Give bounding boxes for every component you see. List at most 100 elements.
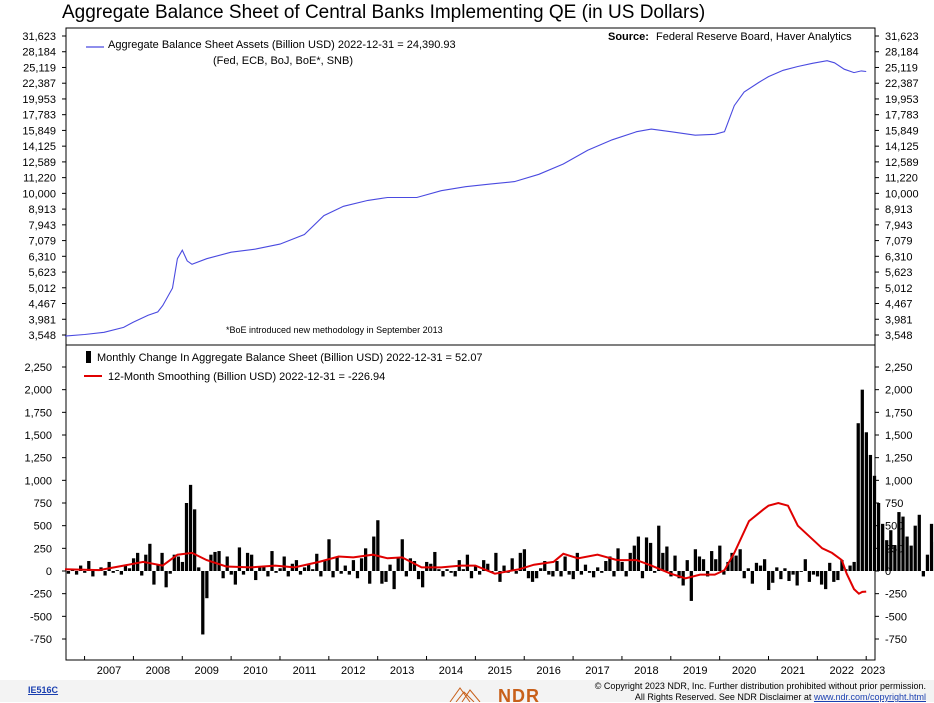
monthly-change-bar [580,571,583,575]
top-y-tick-left-label: 25,119 [23,62,56,74]
x-tick-label: 2019 [683,665,707,677]
monthly-change-bar [344,566,347,571]
monthly-change-bar [112,571,115,573]
monthly-change-bar [804,559,807,571]
bottom-y-tick-right-label: 2,000 [885,385,913,397]
monthly-change-bar [368,571,371,584]
top-y-tick-left-label: 6,310 [28,251,56,263]
top-y-tick-right-label: 10,000 [885,188,919,200]
monthly-change-bar [511,558,514,571]
monthly-change-bar [739,549,742,571]
monthly-change-bar [535,571,538,578]
monthly-change-bar [120,571,123,575]
top-y-tick-left-label: 22,387 [22,78,56,90]
monthly-change-bar [686,560,689,571]
monthly-change-bar [303,567,306,571]
top-y-tick-left-label: 8,913 [28,204,56,216]
monthly-change-bar [197,567,200,571]
monthly-change-bar [714,559,717,571]
top-y-tick-right-label: 4,467 [885,299,913,311]
monthly-change-bar [242,571,245,575]
top-y-tick-right-label: 14,125 [885,141,919,153]
monthly-change-bar [563,556,566,571]
monthly-change-bar [405,571,408,576]
monthly-change-bar [734,556,737,571]
x-tick-label: 2015 [488,665,512,677]
monthly-change-bar [311,569,314,571]
monthly-change-bar [816,571,819,576]
monthly-change-bar [470,571,473,578]
bottom-y-tick-right-label: 1,500 [885,430,913,442]
monthly-change-bar [250,555,253,571]
monthly-change-bar [307,565,310,571]
monthly-change-bar [437,569,440,571]
x-tick-label: 2013 [390,665,414,677]
monthly-change-bar [295,560,298,571]
footnote: *BoE introduced new methodology in Septe… [226,325,443,335]
bottom-y-tick-left-label: 1,750 [24,407,52,419]
monthly-change-bar [881,524,884,571]
monthly-change-bar [230,571,233,575]
chart-id-link[interactable]: IE516C [28,685,58,695]
monthly-change-bar [165,571,168,587]
monthly-change-bar [254,571,257,580]
bottom-y-tick-right-label: 2,250 [885,362,913,374]
monthly-change-bar [922,571,925,576]
monthly-change-bar [893,546,896,571]
monthly-change-bar [653,571,656,573]
monthly-change-bar [808,571,811,582]
top-y-tick-right-label: 11,220 [885,173,918,185]
monthly-change-bar [441,571,444,576]
monthly-change-bar [397,557,400,571]
x-tick-label: 2007 [97,665,121,677]
monthly-change-bar [376,520,379,571]
monthly-change-bar [531,571,534,582]
ndr-logo: NDR [446,684,556,702]
monthly-change-bar [193,509,196,571]
top-y-tick-left-label: 19,953 [22,94,56,106]
monthly-change-bar [283,556,286,571]
top-y-tick-right-label: 17,783 [885,110,919,122]
monthly-change-bar [445,569,448,571]
monthly-change-bar [181,562,184,571]
monthly-change-bar [889,530,892,571]
monthly-change-bar [527,571,530,578]
top-y-tick-right-label: 7,943 [885,220,913,232]
monthly-change-bar [645,537,648,571]
copyright-line-2-prefix: All Rights Reserved. See NDR Disclaimer … [635,692,812,702]
monthly-change-bar [897,512,900,571]
monthly-change-bar [555,561,558,571]
monthly-change-bar [340,571,343,574]
bottom-y-tick-left-label: 1,500 [24,430,52,442]
monthly-change-bar [417,571,420,579]
top-y-tick-left-label: 4,467 [28,299,56,311]
x-tick-label: 2011 [293,665,317,677]
x-tick-label: 2008 [146,665,170,677]
monthly-change-bar [466,555,469,571]
monthly-change-bar [796,571,799,586]
top-y-tick-left-label: 14,125 [22,141,56,153]
monthly-change-bar [91,571,94,576]
monthly-change-bar [698,556,701,571]
bottom-y-tick-left-label: 2,000 [24,385,52,397]
monthly-change-bar [201,571,204,634]
monthly-change-bar [665,547,668,571]
bottom-y-tick-right-label: 1,000 [885,475,913,487]
monthly-change-bar [75,571,78,575]
top-y-tick-right-label: 28,184 [885,47,919,59]
monthly-change-bar [690,571,693,601]
monthly-change-bar [848,566,851,571]
top-y-tick-right-label: 22,387 [885,78,919,90]
monthly-change-bar [319,571,322,576]
x-tick-label: 2018 [634,665,658,677]
monthly-change-bar [360,558,363,571]
bar-legend-label: Monthly Change In Aggregate Balance Shee… [97,352,483,364]
monthly-change-bar [478,571,481,575]
monthly-change-bar [694,549,697,571]
monthly-change-bar [755,563,758,571]
monthly-change-bar [384,571,387,582]
monthly-change-bar [885,540,888,571]
monthly-change-bar [901,517,904,571]
copyright-link[interactable]: www.ndr.com/copyright.html [814,692,926,702]
monthly-change-bar [401,539,404,571]
